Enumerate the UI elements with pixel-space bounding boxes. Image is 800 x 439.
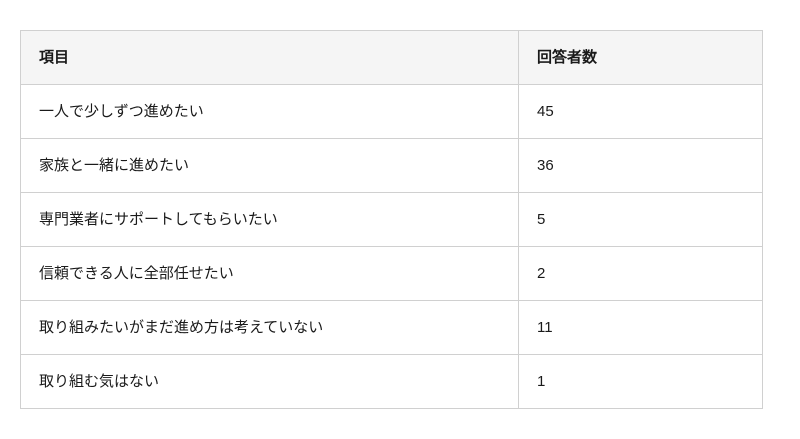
table-header-row: 項目 回答者数: [20, 30, 763, 85]
count-cell: 1: [518, 354, 763, 409]
survey-table: 項目 回答者数 一人で少しずつ進めたい 45 家族と一緒に進めたい 36 専門業…: [20, 30, 763, 409]
item-cell: 専門業者にサポートしてもらいたい: [20, 192, 519, 247]
count-cell: 2: [518, 246, 763, 301]
item-cell: 取り組みたいがまだ進め方は考えていない: [20, 300, 519, 355]
table-row: 一人で少しずつ進めたい 45: [20, 84, 763, 139]
item-cell: 信頼できる人に全部任せたい: [20, 246, 519, 301]
count-cell: 11: [518, 300, 763, 355]
table-row: 家族と一緒に進めたい 36: [20, 138, 763, 193]
column-header-count: 回答者数: [518, 30, 763, 85]
table-row: 専門業者にサポートしてもらいたい 5: [20, 192, 763, 247]
item-cell: 家族と一緒に進めたい: [20, 138, 519, 193]
item-cell: 一人で少しずつ進めたい: [20, 84, 519, 139]
count-cell: 36: [518, 138, 763, 193]
count-cell: 45: [518, 84, 763, 139]
table-row: 信頼できる人に全部任せたい 2: [20, 246, 763, 301]
table-row: 取り組む気はない 1: [20, 354, 763, 409]
table-row: 取り組みたいがまだ進め方は考えていない 11: [20, 300, 763, 355]
count-cell: 5: [518, 192, 763, 247]
column-header-item: 項目: [20, 30, 519, 85]
item-cell: 取り組む気はない: [20, 354, 519, 409]
